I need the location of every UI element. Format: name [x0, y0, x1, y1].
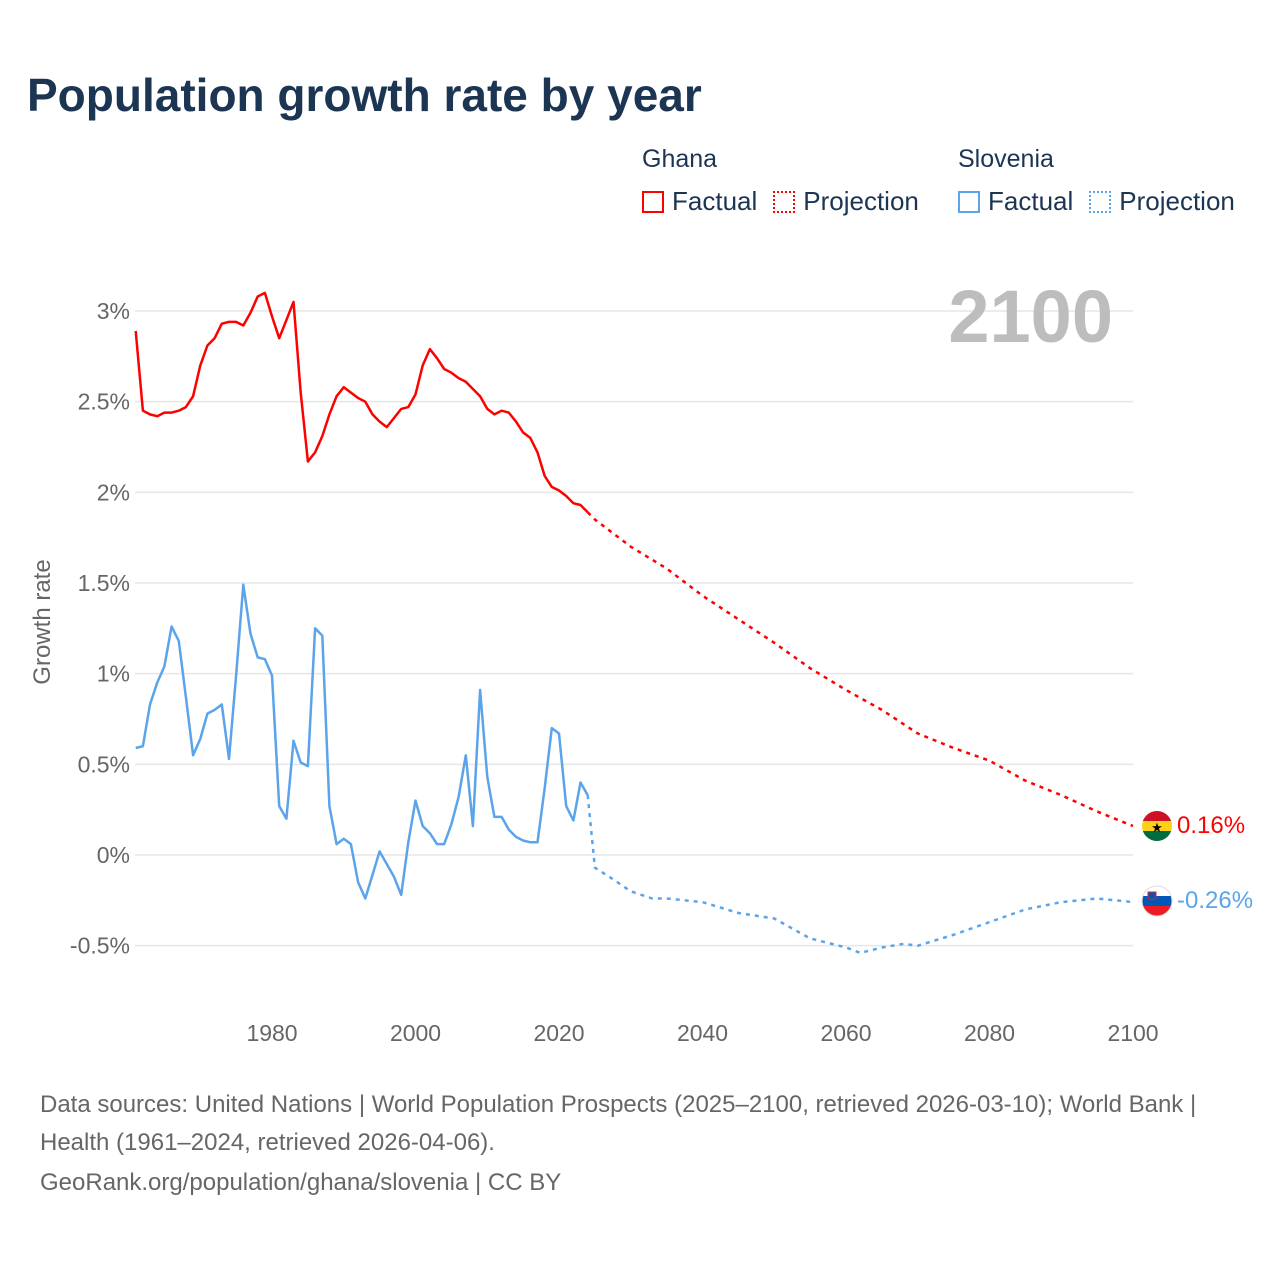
series-line-ghana-projection: [586, 511, 1134, 828]
legend-label-slovenia-factual: Factual: [988, 186, 1074, 216]
y-tick-label: -0.5%: [70, 933, 130, 959]
y-tick-label: 1.5%: [78, 570, 130, 596]
line-chart: 3% 2.5% 2% 1.5% 1% 0.5% 0% -0.5% 1980 2000 2020 204…: [29, 275, 1253, 1046]
footer-link[interactable]: GeoRank.org/population/ghana/slovenia | …: [40, 1169, 562, 1196]
y-tick-label: 3%: [97, 298, 130, 324]
series-line-ghana-factual: [134, 291, 589, 514]
x-tick-label: 2020: [533, 1020, 584, 1046]
chart-title: Population growth rate by year: [27, 69, 702, 121]
x-tick-label: 2000: [390, 1020, 441, 1046]
legend-label-ghana-projection: Projection: [803, 186, 919, 216]
y-axis-label: Growth rate: [29, 559, 56, 684]
legend-group-slovenia: Slovenia: [958, 145, 1054, 173]
series-line-slovenia-projection: [586, 795, 1134, 955]
slovenia-flag-icon: [1141, 885, 1173, 917]
legend-slovenia: Factual Projection: [958, 186, 1251, 217]
legend-label-ghana-factual: Factual: [672, 186, 758, 216]
legend-label-slovenia-projection: Projection: [1119, 186, 1235, 216]
svg-text:★: ★: [1151, 820, 1163, 835]
x-tick-label: 1980: [246, 1020, 297, 1046]
legend-group-ghana: Ghana: [642, 145, 718, 173]
slovenia-end-label: -0.26%: [1177, 887, 1253, 914]
y-tick-label: 2%: [97, 479, 130, 505]
y-tick-label: 0.5%: [78, 751, 130, 777]
legend-swatch-slovenia-factual: [958, 190, 980, 213]
x-tick-label: 2100: [1107, 1020, 1158, 1046]
legend-swatch-slovenia-projection: [1089, 190, 1112, 213]
ghana-end-label: 0.16%: [1177, 812, 1245, 839]
ghana-flag-icon: ★: [1142, 811, 1172, 841]
x-tick-label: 2080: [964, 1020, 1015, 1046]
legend-swatch-ghana-projection: [773, 190, 796, 213]
legend-ghana: Factual Projection: [642, 186, 935, 217]
year-watermark: 2100: [948, 275, 1113, 358]
legend-swatch-ghana-factual: [642, 190, 664, 213]
x-tick-label: 2060: [820, 1020, 871, 1046]
y-tick-label: 1%: [97, 661, 130, 687]
x-tick-label: 2040: [677, 1020, 728, 1046]
footer-sources: Data sources: United Nations | World Pop…: [40, 1091, 1197, 1156]
series-line-slovenia-factual: [135, 583, 589, 900]
y-tick-label: 2.5%: [78, 389, 130, 415]
y-tick-label: 0%: [97, 842, 130, 868]
